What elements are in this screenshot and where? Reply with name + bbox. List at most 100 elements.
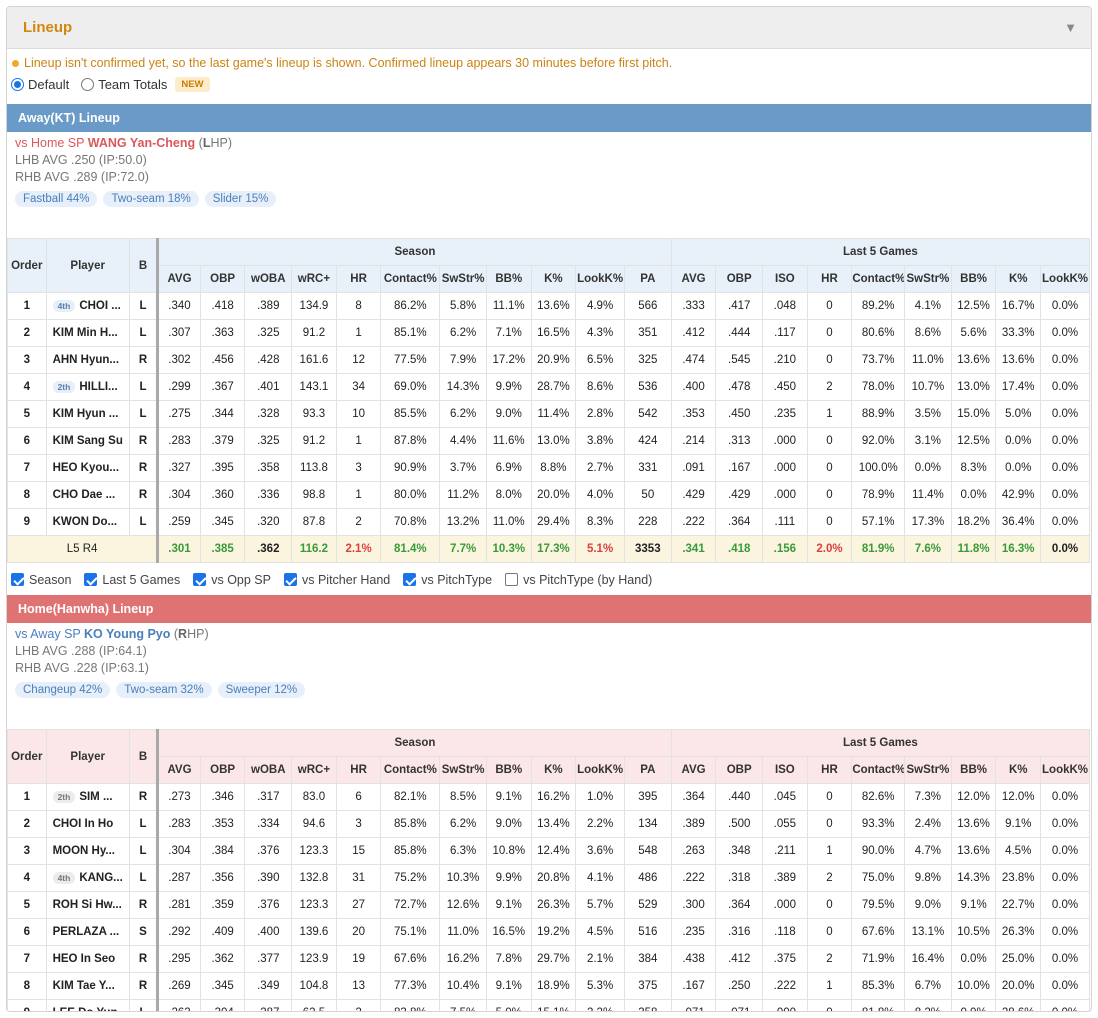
player-name[interactable]: KANG...: [79, 872, 123, 885]
last5-col-header[interactable]: K%: [995, 756, 1042, 784]
view-team-totals-option[interactable]: Team Totals: [81, 77, 167, 92]
player-cell[interactable]: CHOI In Ho: [45, 810, 130, 838]
player-header[interactable]: Player: [45, 729, 130, 784]
radio-default[interactable]: [11, 77, 24, 91]
season-col-header[interactable]: AVG: [156, 265, 201, 293]
bat-header[interactable]: B: [128, 729, 159, 784]
last5-col-header[interactable]: ISO: [762, 756, 808, 784]
filter-option[interactable]: vs Opp SP: [193, 573, 271, 587]
player-name[interactable]: KIM Tae Y...: [52, 980, 115, 992]
player-name[interactable]: HILLI...: [79, 381, 118, 394]
filter-checkbox[interactable]: [193, 573, 207, 586]
triangle-down-icon[interactable]: ▼: [1064, 20, 1077, 35]
season-col-header[interactable]: AVG: [156, 756, 201, 784]
season-col-header[interactable]: Contact%: [380, 265, 441, 293]
player-name[interactable]: KWON Do...: [52, 516, 118, 528]
player-cell[interactable]: CHO Dae ...: [45, 481, 130, 509]
last5-col-header[interactable]: LookK%: [1040, 756, 1090, 784]
order-header[interactable]: Order: [7, 729, 47, 784]
season-col-header[interactable]: OBP: [199, 265, 246, 293]
season-col-header[interactable]: wOBA: [244, 756, 293, 784]
season-col-header[interactable]: LookK%: [575, 756, 625, 784]
season-col-header[interactable]: BB%: [485, 265, 532, 293]
season-col-header[interactable]: LookK%: [575, 265, 625, 293]
season-col-header[interactable]: Contact%: [380, 756, 441, 784]
order-header[interactable]: Order: [7, 238, 47, 293]
player-cell[interactable]: KIM Hyun ...: [45, 400, 130, 428]
away-sp-name[interactable]: WANG Yan-Cheng: [87, 136, 196, 150]
player-cell[interactable]: ROH Si Hw...: [45, 891, 130, 919]
filter-checkbox[interactable]: [403, 573, 417, 586]
season-col-header[interactable]: SwStr%: [439, 265, 487, 293]
filter-option[interactable]: vs PitchType: [403, 573, 492, 587]
player-name[interactable]: KIM Min H...: [52, 327, 118, 339]
player-name[interactable]: MOON Hy...: [52, 845, 115, 857]
bat-header[interactable]: B: [128, 238, 159, 293]
player-name[interactable]: CHO Dae ...: [52, 489, 116, 501]
player-cell[interactable]: PERLAZA ...: [45, 918, 130, 946]
player-name[interactable]: ROH Si Hw...: [52, 899, 122, 911]
season-col-header[interactable]: wRC+: [291, 265, 337, 293]
panel-header[interactable]: Lineup ▼: [7, 7, 1091, 49]
last5-col-header[interactable]: LookK%: [1040, 265, 1090, 293]
season-col-header[interactable]: SwStr%: [439, 756, 487, 784]
season-col-header[interactable]: OBP: [199, 756, 246, 784]
player-cell[interactable]: AHN Hyun...: [45, 346, 130, 374]
player-cell[interactable]: HEO Kyou...: [45, 454, 130, 482]
season-col-header[interactable]: HR: [335, 265, 382, 293]
season-col-header[interactable]: PA: [623, 265, 672, 293]
player-name[interactable]: PERLAZA ...: [52, 926, 120, 938]
season-col-header[interactable]: wOBA: [244, 265, 293, 293]
player-name[interactable]: SIM ...: [79, 791, 113, 804]
filter-option[interactable]: Last 5 Games: [84, 573, 180, 587]
last5-col-header[interactable]: Contact%: [851, 265, 906, 293]
last5-col-header[interactable]: BB%: [950, 756, 997, 784]
player-name[interactable]: CHOI ...: [79, 300, 121, 313]
last5-col-header[interactable]: HR: [806, 756, 853, 784]
season-col-header[interactable]: K%: [530, 756, 577, 784]
filter-option[interactable]: Season: [11, 573, 71, 587]
player-name[interactable]: KIM Hyun ...: [52, 408, 119, 420]
player-cell[interactable]: KWON Do...: [45, 508, 130, 536]
player-name[interactable]: CHOI In Ho: [52, 818, 114, 830]
player-cell[interactable]: 2th SIM ...: [45, 783, 130, 811]
player-cell[interactable]: 4th CHOI ...: [45, 292, 130, 320]
player-name[interactable]: HEO In Seo: [52, 953, 116, 965]
last5-col-header[interactable]: AVG: [670, 756, 717, 784]
last5-col-header[interactable]: OBP: [715, 756, 764, 784]
player-cell[interactable]: 2th HILLI...: [45, 373, 130, 401]
last5-col-header[interactable]: K%: [995, 265, 1042, 293]
player-name[interactable]: AHN Hyun...: [52, 354, 120, 366]
player-cell[interactable]: KIM Min H...: [45, 319, 130, 347]
player-name[interactable]: LEE Do Yun: [53, 1007, 118, 1011]
player-name[interactable]: KIM Sang Su: [52, 435, 123, 447]
player-cell[interactable]: HEO In Seo: [45, 945, 130, 973]
season-col-header[interactable]: K%: [530, 265, 577, 293]
filter-checkbox[interactable]: [84, 573, 98, 586]
filter-option[interactable]: vs PitchType (by Hand): [505, 573, 652, 587]
last5-col-header[interactable]: SwStr%: [904, 756, 952, 784]
last5-col-header[interactable]: OBP: [715, 265, 764, 293]
player-cell[interactable]: 4th KANG...: [45, 864, 130, 892]
filter-checkbox[interactable]: [283, 573, 297, 586]
radio-team-totals[interactable]: [81, 77, 95, 91]
filter-checkbox[interactable]: [505, 573, 519, 586]
filter-option[interactable]: vs Pitcher Hand: [283, 573, 390, 587]
player-cell[interactable]: KIM Tae Y...: [45, 972, 130, 1000]
last5-col-header[interactable]: HR: [806, 265, 853, 293]
season-col-header[interactable]: PA: [623, 756, 672, 784]
player-cell[interactable]: LEE Do Yun: [45, 999, 130, 1011]
last5-col-header[interactable]: AVG: [670, 265, 717, 293]
player-header[interactable]: Player: [45, 238, 130, 293]
season-col-header[interactable]: wRC+: [291, 756, 337, 784]
view-default-option[interactable]: Default: [11, 77, 69, 92]
home-sp-name[interactable]: KO Young Pyo: [84, 627, 171, 641]
season-col-header[interactable]: BB%: [485, 756, 532, 784]
last5-col-header[interactable]: BB%: [950, 265, 997, 293]
last5-col-header[interactable]: Contact%: [851, 756, 906, 784]
last5-col-header[interactable]: ISO: [762, 265, 808, 293]
filter-checkbox[interactable]: [11, 573, 24, 586]
player-cell[interactable]: KIM Sang Su: [45, 427, 130, 455]
season-col-header[interactable]: HR: [335, 756, 382, 784]
player-cell[interactable]: MOON Hy...: [45, 837, 130, 865]
